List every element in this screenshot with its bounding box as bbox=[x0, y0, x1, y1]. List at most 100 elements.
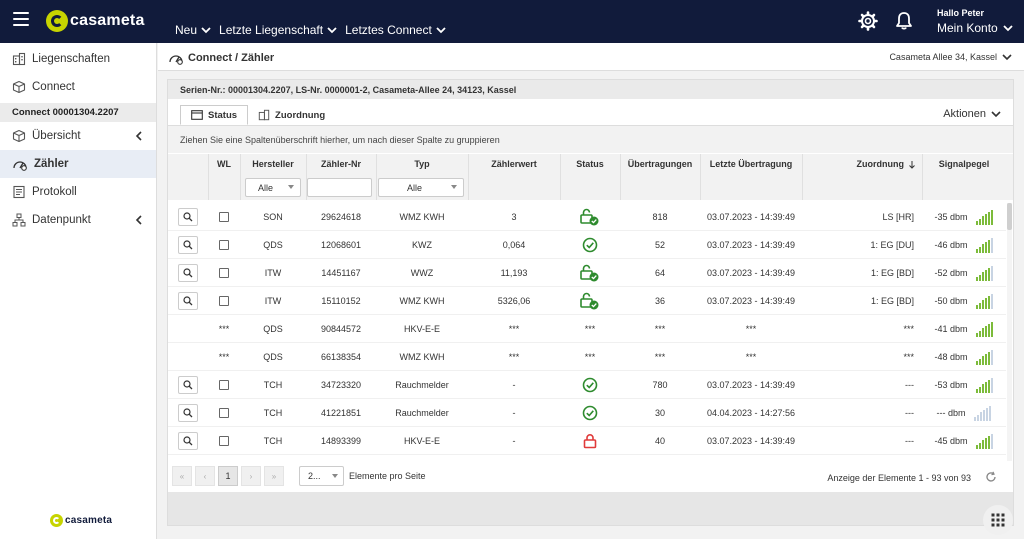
cell-typ: KWZ bbox=[412, 240, 432, 250]
magnifier-button[interactable] bbox=[178, 264, 198, 282]
magnifier-button[interactable] bbox=[178, 404, 198, 422]
sidebar-item-datenpunkt[interactable]: Datenpunkt bbox=[0, 206, 156, 234]
box-icon bbox=[12, 80, 26, 94]
row-checkbox[interactable] bbox=[219, 436, 229, 446]
magnifier-button[interactable] bbox=[178, 236, 198, 254]
column-header-zuordnung[interactable]: Zuordnung bbox=[802, 154, 922, 174]
table-row[interactable]: *** QDS 90844572 HKV-E-E *** *** *** *** *** -41 … bbox=[168, 315, 1006, 343]
cell-wert: - bbox=[512, 436, 516, 446]
nav-letztes-connect[interactable]: Letztes Connect bbox=[345, 23, 446, 37]
column-header-status[interactable]: Status bbox=[576, 159, 604, 169]
pager-first-button[interactable]: « bbox=[172, 466, 192, 486]
cell-wert: 5326,06 bbox=[497, 296, 531, 306]
pager-prev-button[interactable]: ‹ bbox=[195, 466, 215, 486]
column-header-zaehlerwert[interactable]: Zählerwert bbox=[491, 159, 537, 169]
filter-zaehler-nr-input[interactable] bbox=[307, 178, 372, 197]
lock-check-icon bbox=[580, 208, 599, 226]
column-header-uebertragungen[interactable]: Übertragungen bbox=[627, 159, 693, 169]
row-checkbox[interactable] bbox=[219, 408, 229, 418]
filter-typ-select[interactable]: Alle bbox=[378, 178, 464, 197]
address-select[interactable]: Casameta Allee 34, Kassel bbox=[889, 52, 1012, 62]
table-row[interactable]: TCH 41221851 Rauchmelder - 30 04.04.2023 - 14… bbox=[168, 399, 1006, 427]
table-header: WL Hersteller Zähler-Nr Typ Zählerwert S… bbox=[168, 154, 1013, 200]
cell-wert: 3 bbox=[511, 212, 517, 222]
cell-signal: --- dbm bbox=[922, 399, 1006, 427]
row-checkbox[interactable] bbox=[219, 296, 229, 306]
sort-down-icon bbox=[909, 160, 915, 169]
table-row[interactable]: ITW 14451167 WWZ 11,193 64 03.07.2023 - 14:39… bbox=[168, 259, 1006, 287]
nav-label: Neu bbox=[175, 23, 198, 37]
group-drop-zone[interactable]: Ziehen Sie eine Spaltenüberschrift hierh… bbox=[168, 125, 1013, 153]
sidebar-item-liegenschaften[interactable]: Liegenschaften bbox=[0, 45, 156, 73]
menu-icon[interactable] bbox=[13, 12, 29, 28]
column-header-wl[interactable]: WL bbox=[217, 159, 231, 169]
table-row[interactable]: QDS 12068601 KWZ 0,064 52 03.07.2023 - 14:39:… bbox=[168, 231, 1006, 259]
tab-zuordnung[interactable]: Zuordnung bbox=[248, 105, 335, 125]
table-body: SON 29624618 WMZ KWH 3 818 03.07.2023 - 14:39… bbox=[168, 203, 1006, 461]
column-header-typ[interactable]: Typ bbox=[414, 159, 430, 169]
page-title-text: Connect / Zähler bbox=[188, 52, 275, 64]
chevron-left-icon[interactable] bbox=[135, 215, 142, 225]
table-scrollbar[interactable] bbox=[1007, 203, 1012, 461]
magnifier-button[interactable] bbox=[178, 208, 198, 226]
cell-letzte: 03.07.2023 - 14:39:49 bbox=[706, 380, 796, 390]
cell-nr: 14451167 bbox=[321, 268, 361, 278]
tab-status[interactable]: Status bbox=[180, 105, 249, 125]
gear-icon[interactable] bbox=[858, 11, 878, 31]
column-header-hersteller[interactable]: Hersteller bbox=[252, 159, 294, 169]
sidebar-item-label: Übersicht bbox=[32, 130, 81, 142]
table-row[interactable]: *** QDS 66138354 WMZ KWH *** *** *** *** *** -48 … bbox=[168, 343, 1006, 371]
row-checkbox[interactable] bbox=[219, 212, 229, 222]
magnifier-button[interactable] bbox=[178, 376, 198, 394]
table-row[interactable]: TCH 34723320 Rauchmelder - 780 03.07.2023 - 1… bbox=[168, 371, 1006, 399]
column-header-letzte-uebertragung[interactable]: Letzte Übertragung bbox=[709, 159, 793, 169]
sidebar: Liegenschaften Connect Connect 00001304.… bbox=[0, 43, 157, 539]
column-header-signalpegel[interactable]: Signalpegel bbox=[938, 159, 990, 169]
search-icon bbox=[183, 268, 193, 278]
pager-current-page[interactable]: 1 bbox=[218, 466, 238, 486]
magnifier-button[interactable] bbox=[178, 432, 198, 450]
network-icon bbox=[12, 213, 26, 227]
filter-hersteller-select[interactable]: Alle bbox=[245, 178, 301, 197]
table-row[interactable]: TCH 14893399 HKV-E-E - 40 03.07.2023 - 14:39:… bbox=[168, 427, 1006, 455]
scrollbar-thumb[interactable] bbox=[1007, 203, 1012, 230]
page-size-select[interactable]: 2... bbox=[299, 466, 344, 486]
chevron-down-icon bbox=[1002, 53, 1012, 60]
table-row[interactable]: SON 29624618 WMZ KWH 3 818 03.07.2023 - 14:39… bbox=[168, 203, 1006, 231]
cell-nr: 34723320 bbox=[320, 380, 362, 390]
sidebar-item-connect[interactable]: Connect bbox=[0, 73, 156, 101]
column-divider bbox=[802, 154, 803, 200]
row-checkbox[interactable] bbox=[219, 268, 229, 278]
bell-icon[interactable] bbox=[894, 11, 914, 31]
chevron-left-icon[interactable] bbox=[135, 131, 142, 141]
row-checkbox[interactable] bbox=[219, 380, 229, 390]
nav-neu[interactable]: Neu bbox=[175, 23, 211, 37]
signal-text: -41 dbm bbox=[934, 324, 968, 334]
nav-letzte-liegenschaft[interactable]: Letzte Liegenschaft bbox=[219, 23, 337, 37]
pager-next-button[interactable]: › bbox=[241, 466, 261, 486]
window-icon bbox=[191, 110, 203, 120]
table-row[interactable]: ITW 15110152 WMZ KWH 5326,06 36 03.07.2023 - … bbox=[168, 287, 1006, 315]
cell-wert: - bbox=[512, 408, 516, 418]
account-label: Mein Konto bbox=[937, 21, 998, 35]
column-divider bbox=[922, 154, 923, 200]
actions-dropdown[interactable]: Aktionen bbox=[943, 108, 1001, 120]
app-grid-icon[interactable] bbox=[983, 505, 1013, 535]
account-dropdown[interactable]: Mein Konto bbox=[937, 21, 1013, 35]
refresh-icon[interactable] bbox=[985, 471, 997, 483]
row-checkbox[interactable] bbox=[219, 240, 229, 250]
brand-logo[interactable]: casameta bbox=[46, 10, 145, 32]
sidebar-item-zaehler[interactable]: Zähler bbox=[0, 150, 156, 178]
filter-value: Alle bbox=[258, 182, 274, 193]
user-menu[interactable]: Hallo Peter Mein Konto bbox=[937, 8, 1013, 35]
pager-last-button[interactable]: » bbox=[264, 466, 284, 486]
sidebar-item-label: Liegenschaften bbox=[32, 53, 111, 65]
search-icon bbox=[183, 212, 193, 222]
cell-hersteller: TCH bbox=[263, 436, 283, 446]
sidebar-item-uebersicht[interactable]: Übersicht bbox=[0, 122, 156, 150]
sidebar-item-protokoll[interactable]: Protokoll bbox=[0, 178, 156, 206]
magnifier-button[interactable] bbox=[178, 292, 198, 310]
chevron-down-icon bbox=[201, 26, 211, 33]
cell-typ: WWZ bbox=[410, 268, 434, 278]
column-header-zaehler-nr[interactable]: Zähler-Nr bbox=[320, 159, 361, 169]
